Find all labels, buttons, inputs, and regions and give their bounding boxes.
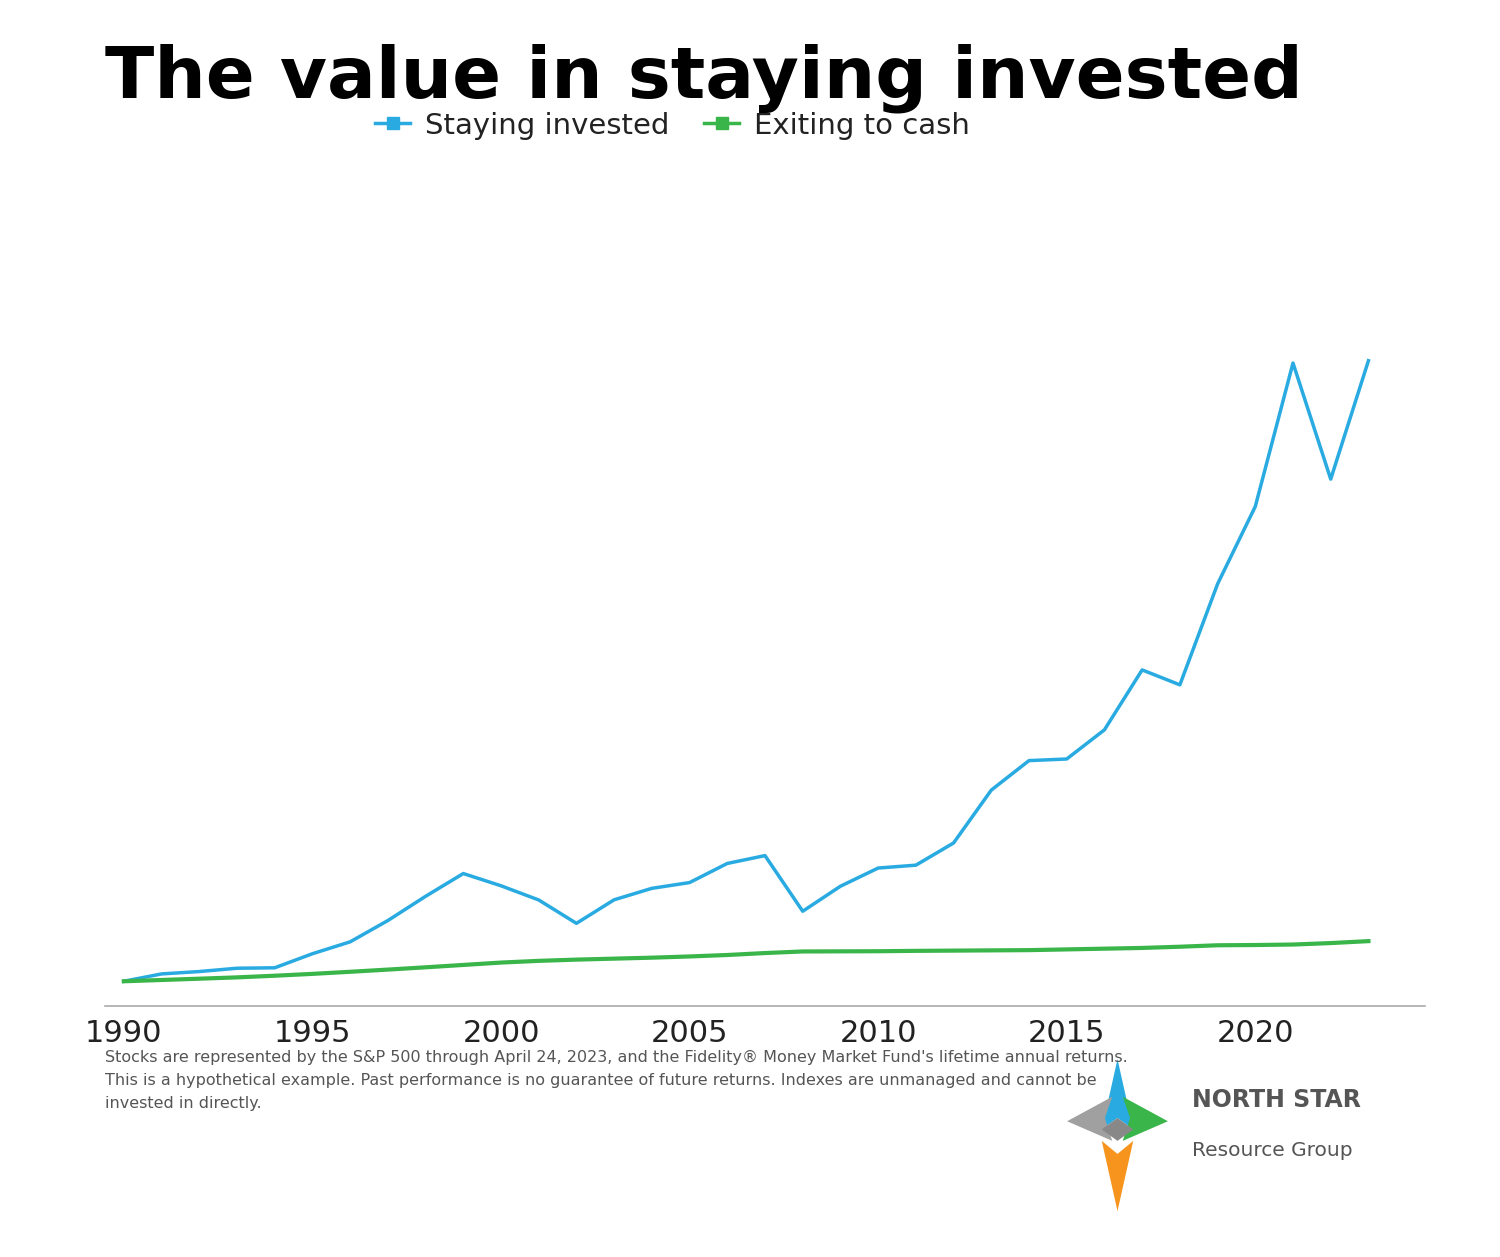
Legend: Staying invested, Exiting to cash: Staying invested, Exiting to cash <box>363 101 981 151</box>
Polygon shape <box>1101 1117 1134 1141</box>
Text: The value in staying invested: The value in staying invested <box>105 44 1304 113</box>
Text: Resource Group: Resource Group <box>1192 1140 1353 1160</box>
Polygon shape <box>1101 1060 1134 1129</box>
Polygon shape <box>1066 1096 1112 1141</box>
Text: NORTH STAR: NORTH STAR <box>1192 1087 1362 1112</box>
Polygon shape <box>1101 1141 1134 1212</box>
Text: Stocks are represented by the S&P 500 through April 24, 2023, and the Fidelity® : Stocks are represented by the S&P 500 th… <box>105 1050 1128 1111</box>
Polygon shape <box>1122 1096 1168 1141</box>
